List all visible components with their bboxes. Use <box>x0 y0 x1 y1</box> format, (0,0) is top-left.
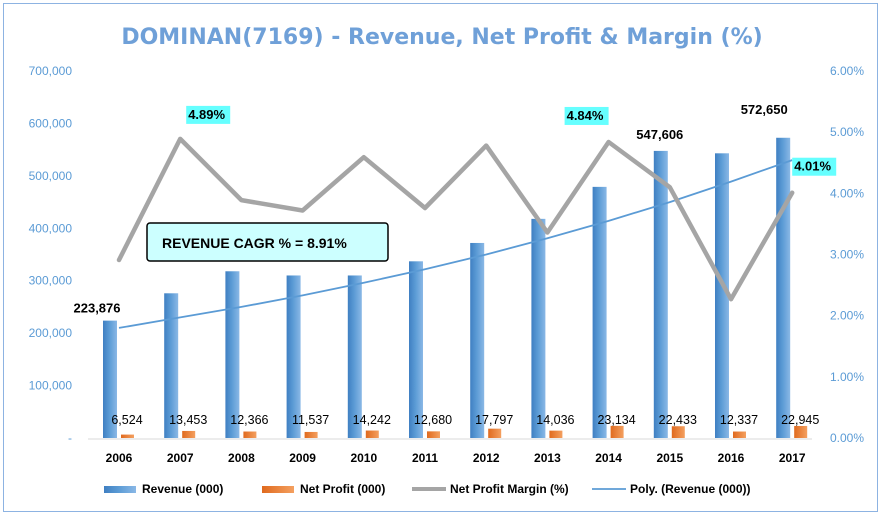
net-profit-label-2013: 14,036 <box>536 413 574 427</box>
net-profit-label-2009: 11,537 <box>292 413 329 427</box>
net-profit-bar-2011 <box>427 431 440 438</box>
net-profit-label-2010: 14,242 <box>353 413 391 427</box>
y-axis-right: 0.00% 1.00% 2.00% 3.00% 4.00% 5.00% 6.00% <box>830 64 864 445</box>
net-profit-label-2011: 12,680 <box>414 413 452 427</box>
revenue-label-2006: 223,876 <box>74 301 121 316</box>
x-tick-2009: 2009 <box>289 451 316 465</box>
net-profit-bar-2015 <box>671 426 685 438</box>
revenue-bar-2006 <box>103 320 117 438</box>
revenue-bar-2016 <box>715 153 729 438</box>
y-tick-right: 2.00% <box>830 309 864 323</box>
y-axis-left: - 100,000 200,000 300,000 400,000 500,000 600,… <box>29 64 73 445</box>
x-tick-2008: 2008 <box>228 451 255 465</box>
margin-label-2017: 4.01% <box>794 159 831 174</box>
x-tick-2007: 2007 <box>167 451 194 465</box>
revenue-bar-2014 <box>592 186 607 438</box>
y-tick-left: 700,000 <box>29 64 73 78</box>
net-profit-label-2016: 12,337 <box>720 413 758 427</box>
y-tick-left: 100,000 <box>29 379 73 393</box>
legend-swatch-1 <box>262 486 294 493</box>
legend-label-3: Poly. (Revenue (000)) <box>630 482 750 496</box>
revenue-bar-2009 <box>286 275 301 438</box>
revenue-trendline <box>118 159 793 329</box>
net-profit-label-2006: 6,524 <box>111 413 142 427</box>
cagr-text: REVENUE CAGR % = 8.91% <box>162 235 347 251</box>
x-tick-2010: 2010 <box>350 451 377 465</box>
net-profit-label-2012: 17,797 <box>475 413 513 427</box>
y-tick-right: 3.00% <box>830 248 864 262</box>
x-axis: 2006 2007 2008 2009 2010 2011 2012 2013 2014 2015… <box>88 438 812 465</box>
legend: Revenue (000) Net Profit (000) Net Profit … <box>104 482 750 496</box>
net-profit-bar-2009 <box>304 431 318 438</box>
margin-label-2014: 4.84% <box>567 108 604 123</box>
revenue-bar-2015 <box>653 150 668 438</box>
y-tick-left: - <box>68 431 72 445</box>
x-tick-2014: 2014 <box>595 451 622 465</box>
revenue-label-2015: 547,606 <box>636 127 683 142</box>
x-tick-2011: 2011 <box>412 451 438 465</box>
x-tick-2006: 2006 <box>106 451 133 465</box>
x-tick-2017: 2017 <box>779 451 806 465</box>
data-labels: 6,524 13,453 12,366 11,537 14,242 12,680 17,79… <box>74 102 837 427</box>
net-profit-label-2014: 23,134 <box>597 413 635 427</box>
x-tick-2012: 2012 <box>473 451 500 465</box>
revenue-bar-2007 <box>164 293 179 438</box>
net-profit-label-2017: 22,945 <box>781 413 819 427</box>
revenue-bar-2011 <box>409 261 423 438</box>
y-tick-right: 5.00% <box>830 125 864 139</box>
net-profit-bar-2010 <box>365 430 379 438</box>
y-tick-left: 200,000 <box>29 326 73 340</box>
margin-label-bg-2017 <box>792 157 837 176</box>
revenue-bars <box>103 137 791 438</box>
net-profit-bar-2016 <box>733 431 746 438</box>
net-profit-bars <box>121 425 808 438</box>
y-tick-right: 0.00% <box>830 431 864 445</box>
cagr-annotation: REVENUE CAGR % = 8.91% <box>146 222 389 262</box>
legend-swatch-0 <box>104 486 136 493</box>
margin-label-bg-2007 <box>186 105 231 124</box>
margin-line-path <box>116 136 795 302</box>
revenue-bar-2017 <box>776 137 791 438</box>
revenue-trendline-path <box>118 159 793 329</box>
net-profit-bar-2006 <box>121 434 134 438</box>
legend-label-2: Net Profit Margin (%) <box>450 482 569 496</box>
y-tick-left: 500,000 <box>29 169 73 183</box>
y-tick-right: 6.00% <box>830 64 864 78</box>
net-profit-bar-2008 <box>243 431 257 438</box>
revenue-label-2017: 572,650 <box>741 102 788 117</box>
legend-label-0: Revenue (000) <box>142 482 223 496</box>
x-tick-2016: 2016 <box>718 451 745 465</box>
cagr-box <box>146 222 389 262</box>
y-tick-right: 1.00% <box>830 370 864 384</box>
y-tick-left: 400,000 <box>29 221 73 235</box>
y-tick-right: 4.00% <box>830 186 864 200</box>
net-profit-label-2008: 12,366 <box>230 413 268 427</box>
y-tick-left: 300,000 <box>29 274 73 288</box>
revenue-bar-2008 <box>225 271 240 438</box>
net-profit-bar-2007 <box>182 430 196 438</box>
net-profit-label-2015: 22,433 <box>659 413 697 427</box>
legend-label-1: Net Profit (000) <box>300 482 385 496</box>
net-profit-bar-2012 <box>488 428 502 438</box>
net-profit-label-2007: 13,453 <box>169 413 207 427</box>
revenue-bar-2012 <box>470 242 485 438</box>
revenue-bar-2010 <box>347 275 362 438</box>
revenue-bar-2013 <box>531 218 546 438</box>
margin-label-bg-2014 <box>564 106 609 125</box>
y-tick-left: 600,000 <box>29 116 73 130</box>
x-tick-2015: 2015 <box>656 451 683 465</box>
chart-title: DOMINAN(7169) - Revenue, Net Profit & Ma… <box>121 25 762 50</box>
x-tick-2013: 2013 <box>534 451 561 465</box>
net-profit-margin-line <box>116 136 795 302</box>
net-profit-bar-2014 <box>610 425 624 438</box>
net-profit-bar-2013 <box>549 430 563 438</box>
net-profit-bar-2017 <box>794 425 808 438</box>
margin-label-2007: 4.89% <box>188 107 225 122</box>
